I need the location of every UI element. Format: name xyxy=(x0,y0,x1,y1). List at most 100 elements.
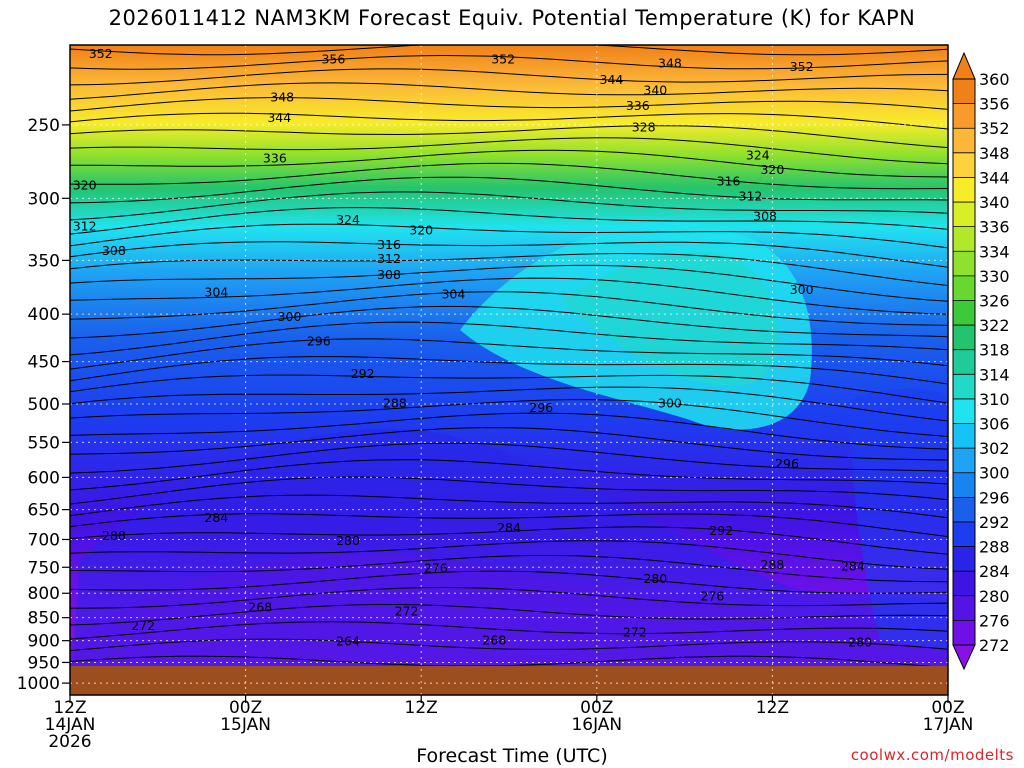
contour-line xyxy=(70,191,948,221)
colorbar-top-arrow xyxy=(952,51,976,80)
x-tick-label: 00Z xyxy=(580,698,613,718)
contour-line xyxy=(70,604,948,626)
contour-label: 300 xyxy=(658,395,682,410)
contour-label: 348 xyxy=(270,90,294,105)
contour-label: 340 xyxy=(643,83,667,98)
contour-line xyxy=(70,399,948,437)
contour-label: 292 xyxy=(709,523,733,538)
colorbar-swatch xyxy=(953,595,975,621)
x-tick-label: 12Z xyxy=(756,698,789,718)
y-tick-label: 950 xyxy=(28,653,60,673)
x-tick-label: 14JAN xyxy=(45,715,96,735)
contour-label: 296 xyxy=(307,333,331,348)
colorbar-label: 356 xyxy=(979,95,1010,114)
y-tick-label: 350 xyxy=(28,251,60,271)
colorbar-swatch xyxy=(953,325,975,351)
contour-label: 280 xyxy=(848,635,872,650)
contour-label: 336 xyxy=(626,98,650,113)
colorbar-swatch xyxy=(953,423,975,449)
y-tick-label: 600 xyxy=(28,468,60,488)
y-tick-label: 800 xyxy=(28,584,60,604)
colorbar-swatch xyxy=(953,521,975,548)
contour-label: 352 xyxy=(491,52,515,67)
contour-label: 324 xyxy=(336,212,360,227)
colorbar-label: 360 xyxy=(979,70,1010,89)
colorbar-label: 284 xyxy=(979,562,1010,581)
colorbar-swatch xyxy=(953,275,975,301)
colorbar-swatch xyxy=(953,374,975,400)
y-tick-label: 850 xyxy=(28,609,60,629)
colorbar-label: 326 xyxy=(979,291,1010,310)
x-tick-label: 2026 xyxy=(48,732,91,752)
contour-line xyxy=(70,54,948,70)
contour-line xyxy=(70,68,948,86)
theta-e-field xyxy=(70,45,948,695)
contour-label: 288 xyxy=(383,395,407,410)
colorbar-swatch xyxy=(953,398,975,425)
contour-label: 264 xyxy=(336,634,360,649)
x-axis-title: Forecast Time (UTC) xyxy=(416,745,608,767)
contour-line xyxy=(70,540,948,570)
contour-line xyxy=(70,494,948,519)
colorbar-label: 272 xyxy=(979,636,1010,655)
contour-line xyxy=(70,149,948,178)
plot-frame xyxy=(69,44,949,696)
colorbar-label: 322 xyxy=(979,316,1010,335)
x-tick-label: 15JAN xyxy=(220,715,271,735)
colorbar: 360 356 352 348 344 340 336 334 330 326 322 318 314 3… xyxy=(952,51,1010,671)
contour-label: 308 xyxy=(102,243,126,258)
contour-label: 312 xyxy=(377,251,401,266)
contour-label: 288 xyxy=(760,557,784,572)
x-tick-label: 16JAN xyxy=(571,715,622,735)
colorbar-swatch xyxy=(953,152,975,178)
colorbar-label: 276 xyxy=(979,611,1010,630)
contour-line xyxy=(70,427,948,461)
contour-label: 284 xyxy=(497,520,521,535)
y-tick-label: 450 xyxy=(28,353,60,373)
contour-line xyxy=(70,621,948,640)
contour-label: 280 xyxy=(643,571,667,586)
y-tick-label: 650 xyxy=(28,501,60,521)
contour-line xyxy=(70,162,948,190)
contour-line xyxy=(70,442,948,474)
contour-label: 316 xyxy=(717,173,741,188)
contour-line xyxy=(70,513,948,538)
colorbar-swatch xyxy=(953,546,975,572)
colorbar-label: 348 xyxy=(979,144,1010,163)
colorbar-label: 280 xyxy=(979,587,1010,606)
contour-label: 344 xyxy=(600,72,624,87)
contour-label: 308 xyxy=(377,267,401,282)
contour-label: 268 xyxy=(248,600,272,615)
colorbar-label: 292 xyxy=(979,513,1010,532)
chart-title: 2026011412 NAM3KM Forecast Equiv. Potent… xyxy=(108,6,916,30)
contour-line xyxy=(70,526,948,555)
contour-label: 300 xyxy=(278,309,302,324)
credit-link[interactable]: coolwx.com/modelts xyxy=(850,746,1014,764)
contour-label: 300 xyxy=(790,282,814,297)
x-tick-label: 12Z xyxy=(53,698,86,718)
contour-label: 312 xyxy=(739,189,763,204)
x-tick-label: 00Z xyxy=(229,698,262,718)
contour-line xyxy=(70,125,948,149)
x-tick-label: 17JAN xyxy=(923,715,974,735)
contour-line xyxy=(70,412,948,450)
colorbar-label: 296 xyxy=(979,488,1010,507)
colorbar-label: 336 xyxy=(979,218,1010,237)
colorbar-label: 334 xyxy=(979,242,1010,261)
contour-label: 284 xyxy=(841,559,865,574)
colorbar-label: 310 xyxy=(979,390,1010,409)
y-tick-label: 700 xyxy=(28,530,60,550)
colorbar-swatch xyxy=(953,472,975,498)
contour-line xyxy=(70,264,948,302)
colorbar-swatch xyxy=(953,79,975,105)
contour-line xyxy=(70,137,948,165)
contour-label: 312 xyxy=(73,219,97,234)
colorbar-swatch xyxy=(953,349,975,375)
contour-line xyxy=(70,386,948,422)
colorbar-swatch xyxy=(953,571,975,597)
contour-label: 296 xyxy=(529,400,553,415)
contour-line xyxy=(70,277,948,315)
colorbar-swatch xyxy=(953,620,975,646)
